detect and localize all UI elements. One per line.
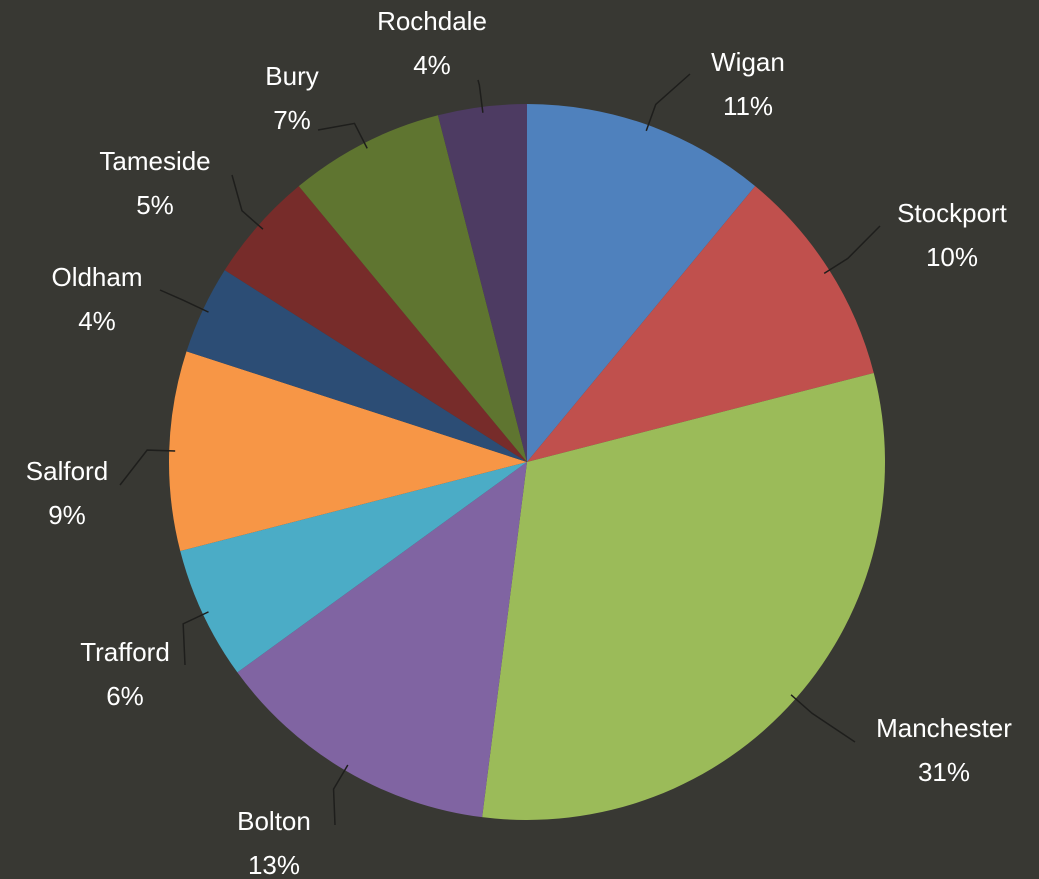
leader-line: [332, 764, 349, 826]
pie-slice: [237, 462, 527, 818]
slice-label: Manchester: [876, 713, 1012, 743]
slice-value-label: 11%: [723, 91, 773, 121]
leader-line: [231, 174, 264, 230]
leader-line: [790, 694, 856, 743]
pie-slice: [527, 104, 756, 462]
slice-value-label: 6%: [106, 681, 144, 711]
pie-slice: [224, 186, 528, 463]
slice-value-label: 10%: [926, 242, 978, 272]
pie-slice: [180, 462, 527, 673]
slice-value-label: 31%: [918, 757, 970, 787]
slice-label: Stockport: [897, 198, 1008, 228]
leader-line: [119, 449, 176, 486]
slice-label: Oldham: [51, 262, 142, 292]
pie-slice: [482, 372, 885, 821]
leader-line: [477, 79, 484, 113]
leader-line: [159, 289, 209, 313]
slice-label: Bury: [265, 61, 318, 91]
leader-line: [823, 225, 881, 275]
slice-label: Tameside: [99, 146, 210, 176]
slice-label: Rochdale: [377, 6, 487, 36]
slice-label: Salford: [26, 456, 108, 486]
slice-label: Wigan: [711, 47, 785, 77]
slice-label: Trafford: [80, 637, 170, 667]
leader-line: [317, 122, 368, 149]
slice-label: Bolton: [237, 806, 311, 836]
slice-value-label: 4%: [78, 306, 116, 336]
pie-slice: [186, 270, 527, 462]
leader-line: [182, 611, 209, 666]
leader-line: [645, 73, 691, 132]
slice-value-label: 4%: [413, 50, 451, 80]
slice-value-label: 13%: [248, 850, 300, 879]
pie-slice: [169, 351, 528, 552]
slice-value-label: 9%: [48, 500, 86, 530]
pie-slice: [527, 186, 874, 463]
pie-slice: [437, 104, 527, 462]
slice-value-label: 5%: [136, 190, 174, 220]
slice-value-label: 7%: [273, 105, 311, 135]
pie-slice: [298, 115, 527, 463]
